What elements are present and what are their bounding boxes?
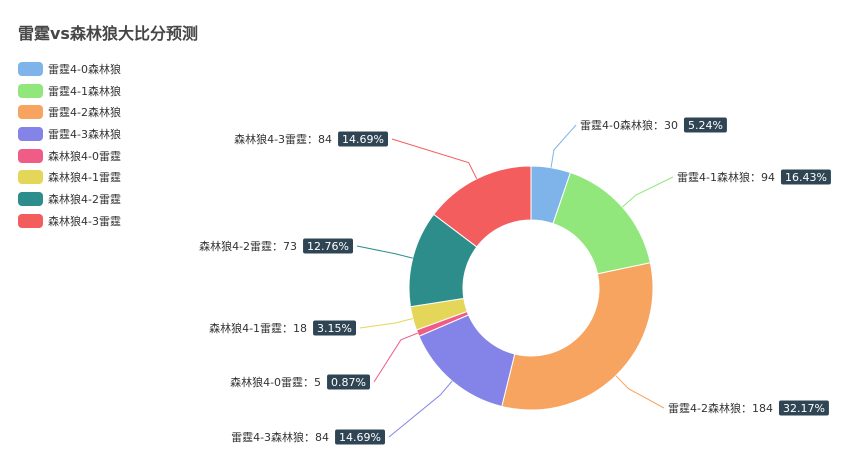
leader-line: [373, 332, 418, 383]
chart-legend: 雷霆4-0森林狼 雷霆4-1森林狼 雷霆4-2森林狼 雷霆4-3森林狼 森林狼4-0雷霆…: [18, 58, 121, 232]
slice-label-text: 森林狼4-3雷霆：84: [234, 132, 332, 146]
leader-line: [621, 176, 674, 208]
legend-item[interactable]: 雷霆4-3森林狼: [18, 123, 121, 145]
percent-badge: [683, 117, 727, 133]
leader-line: [359, 318, 413, 329]
slice-label-text: 森林狼4-0雷霆：5: [230, 375, 321, 389]
percent-badge: [338, 131, 388, 147]
percent-text: 0.87%: [331, 376, 366, 389]
slice-label: 森林狼4-1雷霆：18 3.15%: [209, 320, 356, 336]
legend-item[interactable]: 雷霆4-0森林狼: [18, 58, 121, 80]
legend-item[interactable]: 森林狼4-0雷霆: [18, 145, 121, 167]
leader-line: [356, 245, 413, 259]
legend-item[interactable]: 森林狼4-3雷霆: [18, 210, 121, 232]
slice-label: 雷霆4-0森林狼：30 5.24%: [580, 117, 727, 133]
slice-label-text: 森林狼4-1雷霆：18: [209, 321, 307, 335]
legend-swatch: [18, 126, 43, 141]
legend-swatch: [18, 213, 43, 228]
leader-line: [615, 375, 665, 409]
slice-label-text: 雷霆4-1森林狼：94: [677, 170, 775, 184]
percent-badge: [327, 374, 370, 390]
percent-badge: [303, 238, 353, 254]
percent-text: 16.43%: [785, 171, 827, 184]
donut-slice[interactable]: [433, 165, 532, 248]
slice-label-text: 森林狼4-2雷霆：73: [199, 239, 297, 253]
percent-text: 14.69%: [342, 133, 384, 146]
leader-line: [550, 124, 577, 168]
leader-line: [388, 380, 453, 438]
percent-badge: [778, 400, 829, 416]
legend-swatch: [18, 61, 43, 76]
percent-text: 14.69%: [339, 431, 381, 444]
leader-line: [391, 138, 478, 179]
donut-slice[interactable]: [501, 262, 654, 411]
legend-label: 森林狼4-3雷霆: [48, 214, 121, 228]
percent-text: 32.17%: [783, 402, 825, 415]
legend-label: 雷霆4-3森林狼: [48, 127, 121, 141]
legend-item[interactable]: 森林狼4-1雷霆: [18, 166, 121, 188]
legend-item[interactable]: 雷霆4-2森林狼: [18, 101, 121, 123]
legend-label: 雷霆4-2森林狼: [48, 106, 121, 120]
percent-badge: [313, 320, 356, 336]
legend-item[interactable]: 森林狼4-2雷霆: [18, 188, 121, 210]
slice-label: 雷霆4-2森林狼：184 32.17%: [668, 400, 829, 416]
legend-label: 森林狼4-2雷霆: [48, 192, 121, 206]
percent-badge: [335, 429, 385, 445]
slice-label: 雷霆4-1森林狼：94 16.43%: [677, 169, 831, 185]
legend-label: 森林狼4-0雷霆: [48, 149, 121, 163]
legend-swatch: [18, 83, 43, 98]
slice-label: 雷霆4-3森林狼：84 14.69%: [231, 429, 385, 445]
slice-label-text: 雷霆4-0森林狼：30: [580, 118, 678, 132]
legend-swatch: [18, 191, 43, 206]
percent-text: 5.24%: [688, 119, 723, 132]
slice-label: 森林狼4-3雷霆：84 14.69%: [234, 131, 388, 147]
legend-label: 雷霆4-0森林狼: [48, 62, 121, 76]
percent-badge: [780, 169, 831, 185]
percent-text: 3.15%: [317, 322, 352, 335]
donut-slice[interactable]: [552, 171, 651, 275]
legend-label: 森林狼4-1雷霆: [48, 171, 121, 185]
legend-swatch: [18, 170, 43, 185]
slice-label: 森林狼4-0雷霆：5 0.87%: [230, 374, 370, 390]
slice-label-text: 雷霆4-2森林狼：184: [668, 401, 773, 415]
slice-label: 森林狼4-2雷霆：73 12.76%: [199, 238, 353, 254]
legend-swatch: [18, 148, 43, 163]
slice-label-text: 雷霆4-3森林狼：84: [231, 430, 329, 444]
percent-text: 12.76%: [307, 240, 349, 253]
legend-label: 雷霆4-1森林狼: [48, 84, 121, 98]
chart-title: 雷霆vs森林狼大比分预测: [18, 24, 198, 43]
legend-item[interactable]: 雷霆4-1森林狼: [18, 80, 121, 102]
legend-swatch: [18, 105, 43, 120]
